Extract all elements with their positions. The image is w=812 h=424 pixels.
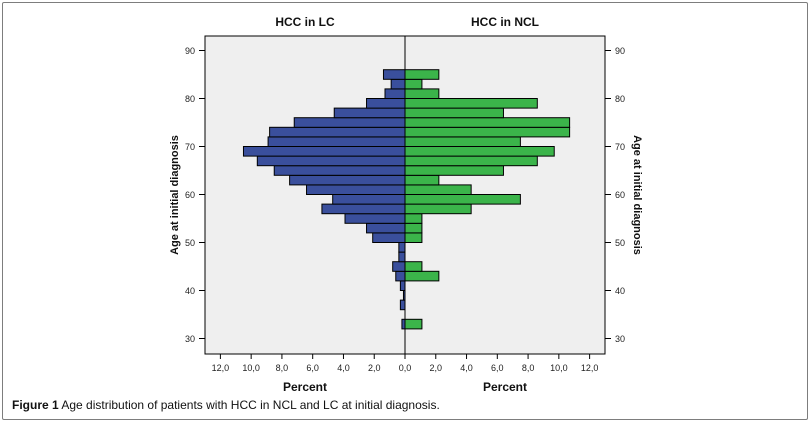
lc-bar-age-61 <box>306 184 406 195</box>
ncl-bar-age-79 <box>404 98 538 109</box>
ncl-bar-age-71 <box>404 136 521 147</box>
lc-bar-age-77 <box>333 107 406 119</box>
x-tick-label-11: 10,0 <box>550 363 568 373</box>
y-tick-label-left-70: 70 <box>185 142 195 152</box>
figure-frame <box>2 2 808 420</box>
ncl-bar-age-33 <box>404 318 423 330</box>
ncl-bar-age-69 <box>404 146 555 157</box>
lc-bar-age-49 <box>398 242 406 253</box>
ncl-bar-age-83 <box>404 78 423 90</box>
y-tick-label-right-30: 30 <box>615 334 625 344</box>
x-tick-label-8: 4,0 <box>460 363 473 373</box>
y-tick-label-right-70: 70 <box>615 142 625 152</box>
y-tick-label-right-60: 60 <box>615 190 625 200</box>
x-ticks: 12,0 10,0 8,0 6,0 4,0 2,0 0,0 2,0 4,0 6,0 8,0 10,0 1… <box>212 354 599 373</box>
lc-bar-age-51 <box>372 232 406 243</box>
y-tick-label-left-90: 90 <box>185 46 195 56</box>
lc-bar-age-43 <box>395 270 406 282</box>
y-tick-label-right-40: 40 <box>615 286 625 296</box>
y-tick-label-left-30: 30 <box>185 334 195 344</box>
y-tick-label-left-50: 50 <box>185 238 195 248</box>
y-tick-label-right-50: 50 <box>615 238 625 248</box>
ncl-bar-age-53 <box>404 222 423 234</box>
lc-bar-age-47 <box>398 251 406 263</box>
lc-bar-age-63 <box>289 174 406 186</box>
ncl-bar-age-73 <box>404 126 571 138</box>
left-y-ticks: 30 40 50 60 70 80 90 <box>185 46 205 344</box>
right-panel-title: HCC in NCL <box>471 15 539 29</box>
x-tick-label-5: 2,0 <box>368 363 381 373</box>
ncl-bar-age-85 <box>404 69 440 80</box>
lc-bar-age-75 <box>293 117 406 128</box>
x-tick-label-6: 0,0 <box>399 363 412 373</box>
ncl-bar-age-77 <box>404 107 504 119</box>
ncl-bar-age-81 <box>404 88 440 100</box>
lc-bar-age-59 <box>332 194 406 205</box>
lc-bar-age-81 <box>384 88 406 100</box>
y-tick-label-left-80: 80 <box>185 94 195 104</box>
x-tick-label-4: 4,0 <box>337 363 350 373</box>
lc-bar-age-83 <box>390 78 406 90</box>
lc-bar-age-45 <box>392 261 406 272</box>
ncl-bar-age-63 <box>404 174 440 186</box>
x-tick-label-9: 6,0 <box>491 363 504 373</box>
lc-bar-age-73 <box>269 126 406 138</box>
lc-bar-age-41 <box>399 280 406 291</box>
x-tick-label-7: 2,0 <box>430 363 443 373</box>
ncl-bar-age-59 <box>404 194 521 205</box>
lc-bar-age-79 <box>366 98 406 109</box>
lc-bar-age-57 <box>321 203 406 215</box>
x-tick-label-1: 10,0 <box>242 363 260 373</box>
lc-bar-age-85 <box>382 69 406 80</box>
lc-bar-age-67 <box>256 155 406 167</box>
right-y-ticks: 30 40 50 60 70 80 90 <box>605 46 625 344</box>
x-axis-label-right: Percent <box>483 380 527 394</box>
y-tick-label-left-40: 40 <box>185 286 195 296</box>
x-tick-label-0: 12,0 <box>212 363 230 373</box>
left-panel-title: HCC in LC <box>275 15 335 29</box>
lc-bars <box>242 69 406 330</box>
x-axis-label-left: Percent <box>283 380 327 394</box>
lc-bar-age-53 <box>366 222 406 234</box>
ncl-bar-age-55 <box>404 213 423 224</box>
lc-bar-age-65 <box>273 165 406 176</box>
ncl-bar-age-75 <box>404 117 571 128</box>
y-tick-label-right-90: 90 <box>615 46 625 56</box>
y-axis-label-left: Age at initial diagnosis <box>169 135 181 255</box>
caption-text: Age distribution of patients with HCC in… <box>61 398 440 412</box>
lc-bar-age-71 <box>267 136 406 147</box>
x-tick-label-3: 6,0 <box>306 363 319 373</box>
figure-caption: Figure 1 Age distribution of patients wi… <box>12 398 440 412</box>
x-tick-label-10: 8,0 <box>522 363 535 373</box>
x-tick-label-2: 8,0 <box>276 363 289 373</box>
lc-bar-age-69 <box>242 146 406 157</box>
y-axis-label-right: Age at initial diagnosis <box>631 135 643 255</box>
x-tick-label-12: 12,0 <box>581 363 599 373</box>
ncl-bar-age-57 <box>404 203 472 215</box>
ncl-bar-age-45 <box>404 261 423 272</box>
ncl-bar-age-61 <box>404 184 472 195</box>
ncl-bar-age-65 <box>404 165 504 176</box>
caption-label: Figure 1 <box>12 398 59 412</box>
y-tick-label-left-60: 60 <box>185 190 195 200</box>
ncl-bar-age-43 <box>404 270 440 282</box>
ncl-bar-age-67 <box>404 155 538 167</box>
y-tick-label-right-80: 80 <box>615 94 625 104</box>
ncl-bar-age-51 <box>404 232 423 243</box>
lc-bar-age-55 <box>344 213 406 224</box>
lc-bar-age-37 <box>399 299 406 311</box>
